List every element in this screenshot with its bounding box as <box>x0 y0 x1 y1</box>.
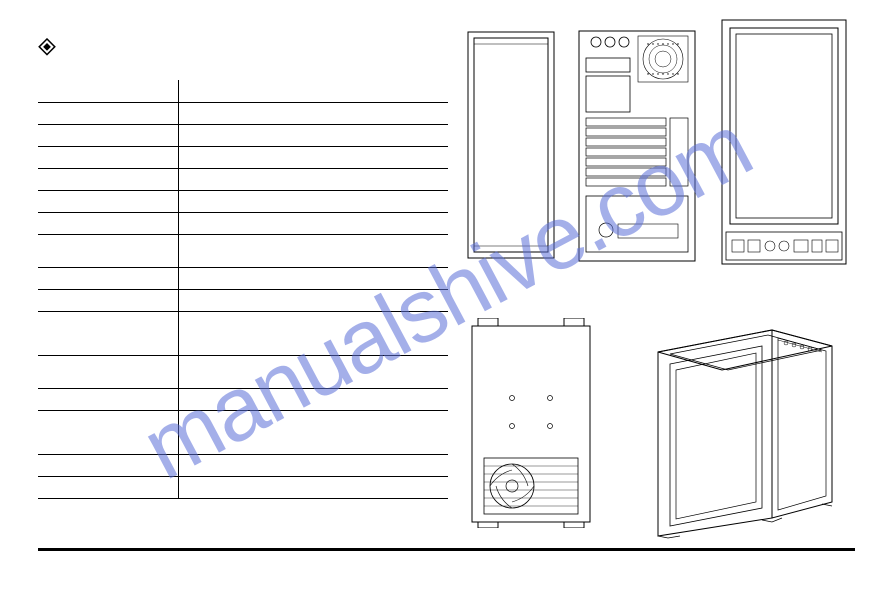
spec-label <box>38 311 178 355</box>
spec-value <box>178 234 448 267</box>
spec-label <box>38 212 178 234</box>
spec-row <box>38 212 448 234</box>
spec-label <box>38 355 178 388</box>
spec-label <box>38 124 178 146</box>
spec-row <box>38 146 448 168</box>
spec-rows <box>38 80 448 498</box>
spec-label <box>38 234 178 267</box>
spec-value <box>178 190 448 212</box>
spec-row <box>38 234 448 267</box>
spec-row <box>38 267 448 289</box>
spec-value <box>178 168 448 190</box>
spec-value <box>178 410 448 454</box>
spec-label <box>38 190 178 212</box>
spec-row <box>38 190 448 212</box>
diagram-front-view <box>720 18 848 266</box>
diagram-rear-view <box>578 30 696 262</box>
spec-label <box>38 102 178 124</box>
spec-value <box>178 311 448 355</box>
diamond-bullet-icon <box>38 38 56 56</box>
spec-value <box>178 289 448 311</box>
spec-row <box>38 168 448 190</box>
diagram-iso-view <box>622 304 852 542</box>
spec-label <box>38 80 178 102</box>
spec-value <box>178 124 448 146</box>
spec-row <box>38 124 448 146</box>
spec-label <box>38 454 178 476</box>
diagram-bottom-view <box>470 318 592 528</box>
spec-row <box>38 355 448 388</box>
spec-value <box>178 476 448 498</box>
spec-label <box>38 289 178 311</box>
spec-value <box>178 355 448 388</box>
spec-row <box>38 476 448 498</box>
spec-table <box>38 80 448 499</box>
diagram-side-panel <box>466 30 556 260</box>
spec-label <box>38 476 178 498</box>
spec-row <box>38 80 448 102</box>
spec-row <box>38 454 448 476</box>
spec-row <box>38 102 448 124</box>
spec-value <box>178 80 448 102</box>
spec-row <box>38 388 448 410</box>
spec-row <box>38 289 448 311</box>
spec-label <box>38 146 178 168</box>
page-rule <box>38 548 855 551</box>
spec-value <box>178 267 448 289</box>
spec-label <box>38 388 178 410</box>
spec-label <box>38 267 178 289</box>
spec-value <box>178 102 448 124</box>
spec-value <box>178 212 448 234</box>
spec-row <box>38 410 448 454</box>
spec-value <box>178 454 448 476</box>
spec-row <box>38 311 448 355</box>
spec-label <box>38 410 178 454</box>
spec-value <box>178 146 448 168</box>
spec-label <box>38 168 178 190</box>
spec-value <box>178 388 448 410</box>
